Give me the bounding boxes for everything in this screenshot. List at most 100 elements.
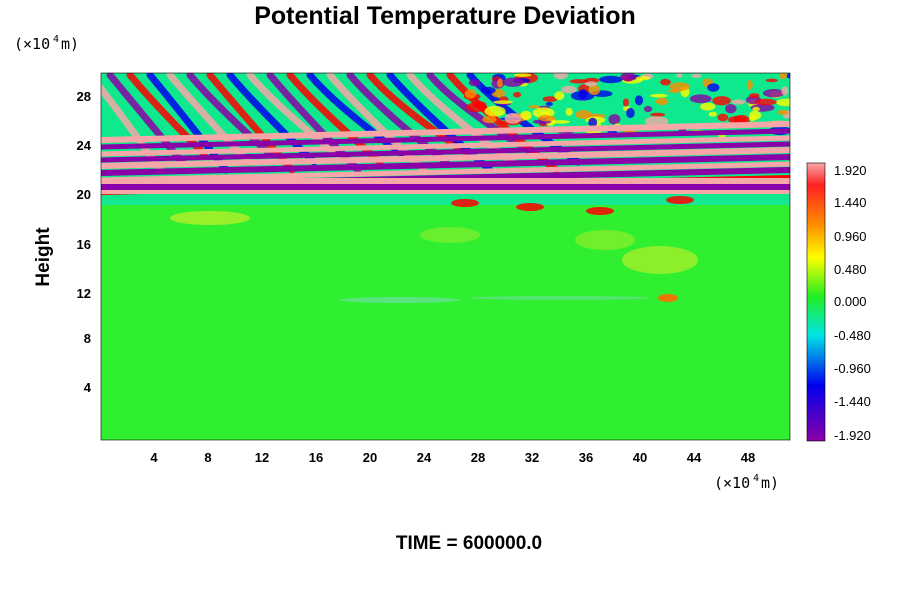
speckle [755, 98, 777, 106]
y-axis-ticks: 4 8 12 16 20 24 28 [77, 89, 92, 395]
speckle [786, 73, 790, 79]
colorbar-tick-label: -0.960 [834, 361, 871, 376]
speckle [575, 110, 592, 119]
speckle [569, 79, 588, 84]
speckle [746, 80, 753, 90]
speckle [708, 111, 717, 117]
colorbar-tick-label: 0.000 [834, 294, 867, 309]
speckle [650, 93, 668, 98]
speckle [514, 73, 532, 77]
x-tick-label: 24 [417, 450, 432, 465]
speckle [622, 98, 629, 107]
y-tick-label: 8 [84, 331, 91, 346]
y-unit-suffix: m) [61, 35, 79, 53]
speckle [497, 78, 504, 88]
speckle [608, 114, 621, 125]
stratified-band [101, 154, 790, 176]
speckle [502, 77, 524, 87]
warm-patch [622, 246, 698, 274]
speckle [464, 89, 477, 99]
y-tick-label: 20 [77, 187, 91, 202]
x-tick-label: 20 [363, 450, 377, 465]
chart-title: Potential Temperature Deviation [254, 2, 636, 30]
stratified-band [101, 190, 790, 194]
colorbar-tick-label: 1.920 [834, 163, 867, 178]
plot-frame [100, 72, 791, 441]
speckle [728, 115, 747, 124]
speckle [516, 203, 544, 211]
speckle [644, 116, 669, 127]
speckle [777, 109, 789, 115]
x-tick-label: 48 [741, 450, 755, 465]
speckle [565, 107, 573, 116]
speckle [666, 196, 694, 204]
speckle [484, 105, 506, 117]
cool-streak [340, 297, 460, 303]
x-tick-label: 4 [150, 450, 158, 465]
y-tick-label: 12 [77, 286, 91, 301]
colorbar-tick-label: 0.960 [834, 229, 867, 244]
x-tick-label: 28 [471, 450, 485, 465]
x-tick-label: 32 [525, 450, 539, 465]
x-tick-label: 12 [255, 450, 269, 465]
speckle [707, 83, 720, 92]
speckle [689, 94, 712, 104]
speckle [748, 110, 762, 120]
speckle [451, 199, 479, 207]
stratified-band [101, 135, 790, 157]
speckle [520, 110, 532, 121]
wave-band [346, 73, 450, 166]
speckle [776, 98, 790, 107]
y-tick-label: 4 [84, 380, 92, 395]
speckle [644, 105, 653, 113]
speckle [731, 99, 746, 105]
speckle [482, 115, 497, 124]
x-axis-ticks: 4 8 12 16 20 24 28 32 36 40 44 48 [150, 450, 755, 465]
speckle [752, 106, 760, 112]
speckle [468, 79, 481, 87]
colorbar: 1.920 1.440 0.960 0.480 0.000 -0.480 -0.… [806, 162, 871, 443]
upper-wave-region [101, 73, 790, 215]
speckle [480, 86, 496, 94]
stratified-band [101, 128, 790, 150]
speckle [635, 76, 651, 81]
speckle [620, 73, 637, 82]
speckle [712, 96, 731, 106]
heatmap-field [101, 73, 790, 440]
colorbar-tick-label: -1.920 [834, 428, 871, 443]
speckle [599, 75, 623, 84]
colorbar-ticks: 1.920 1.440 0.960 0.480 0.000 -0.480 -0.… [834, 163, 871, 443]
speckle [542, 96, 558, 102]
y-unit-prefix: (×10 [14, 35, 50, 53]
speckle [561, 85, 577, 94]
speckle [717, 113, 729, 122]
colorbar-scale [806, 162, 826, 442]
y-unit-exponent: 4 [53, 34, 59, 45]
x-unit-suffix: m) [761, 474, 779, 492]
stratified-band [101, 121, 790, 143]
speckle [650, 112, 666, 117]
speckle [655, 97, 669, 106]
speckle [493, 100, 513, 104]
speckle [570, 91, 595, 101]
speckle [588, 117, 598, 128]
x-tick-label: 40 [633, 450, 647, 465]
speckle [504, 113, 522, 124]
speckle [669, 82, 690, 91]
y-tick-label: 24 [77, 138, 92, 153]
speckle [765, 78, 778, 83]
y-axis-unit: (×10 4 m) [14, 34, 79, 53]
speckle [691, 73, 702, 78]
colorbar-tick-label: 1.440 [834, 195, 867, 210]
speckle [472, 101, 487, 109]
stratified-band [101, 184, 790, 190]
speckle [634, 95, 644, 106]
speckle [660, 78, 671, 86]
warm-patch [170, 211, 250, 225]
x-unit-prefix: (×10 [714, 474, 750, 492]
cool-streak [470, 296, 650, 300]
speckle [762, 89, 785, 98]
colorbar-tick-label: -0.480 [834, 328, 871, 343]
warm-patch [420, 227, 480, 243]
